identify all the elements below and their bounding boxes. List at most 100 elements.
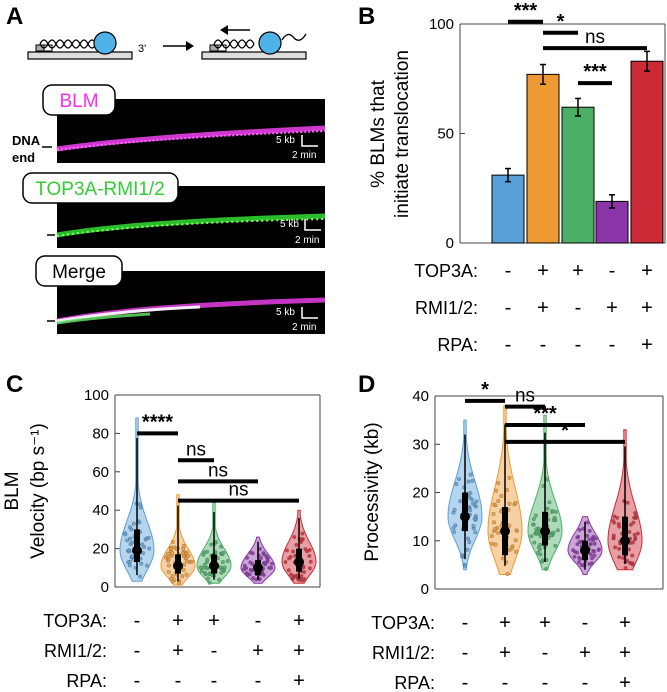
c-point-1-36 bbox=[177, 581, 181, 586]
d-point-2-20 bbox=[553, 543, 558, 548]
c-point-1-31 bbox=[181, 567, 186, 572]
c-sign-top3a-0: - bbox=[134, 610, 141, 632]
c-point-2-30 bbox=[206, 576, 211, 581]
top3a-trace bbox=[56, 213, 326, 238]
d-point-2-43 bbox=[544, 566, 549, 571]
d-point-2-38 bbox=[533, 513, 538, 518]
d-point-4-32 bbox=[617, 555, 622, 560]
d-point-0-33 bbox=[466, 536, 470, 541]
c-point-0-41 bbox=[125, 538, 130, 543]
b-sign-rpa-2: - bbox=[575, 334, 582, 356]
b-sign-rpa-4: + bbox=[641, 334, 653, 356]
label-blm: BLM bbox=[59, 91, 98, 112]
d-point-0-30 bbox=[466, 479, 471, 484]
d-point-4-17 bbox=[615, 515, 620, 520]
c-point-0-28 bbox=[147, 546, 152, 551]
d-point-2-37 bbox=[538, 552, 543, 557]
c-sign-top3a-3: - bbox=[255, 610, 262, 632]
svg-text:2 min: 2 min bbox=[295, 235, 319, 246]
c-point-3-42 bbox=[242, 563, 247, 568]
d-point-3-29 bbox=[577, 555, 582, 560]
c-point-0-39 bbox=[129, 554, 134, 559]
b-bar-4 bbox=[630, 60, 664, 244]
d-point-0-20 bbox=[473, 530, 478, 535]
d-sign-rmi-1: + bbox=[499, 642, 511, 664]
c-point-2-44 bbox=[201, 552, 206, 557]
d-point-0-38 bbox=[468, 490, 473, 495]
c-point-0-32 bbox=[123, 532, 128, 537]
d-sign-rmi-3: + bbox=[579, 642, 591, 664]
d-point-3-28 bbox=[585, 533, 590, 538]
c-point-4-42 bbox=[305, 549, 310, 554]
d-point-3-32 bbox=[588, 552, 593, 557]
d-point-4-40 bbox=[634, 516, 638, 520]
d-median-4 bbox=[620, 535, 630, 546]
d-y-tick-label-4: 40 bbox=[412, 388, 429, 405]
c-sign-rpa-1: - bbox=[175, 670, 182, 692]
d-point-2-12 bbox=[531, 517, 536, 522]
c-point-1-12 bbox=[189, 559, 194, 564]
c-point-2-34 bbox=[205, 566, 210, 571]
c-sig-label-3: ns bbox=[228, 480, 248, 501]
c-sign-rmi-4: + bbox=[293, 640, 305, 662]
c-point-0-30 bbox=[127, 548, 131, 553]
c-point-0-26 bbox=[128, 536, 132, 541]
d-point-4-33 bbox=[617, 524, 622, 529]
d-point-1-36 bbox=[513, 500, 518, 505]
d-row-label-rpa: RPA: bbox=[394, 673, 435, 692]
d-point-1-37 bbox=[493, 542, 498, 547]
d-point-2-18 bbox=[552, 515, 557, 520]
b-sign-rmi-1: + bbox=[537, 297, 549, 319]
d-point-2-42 bbox=[538, 542, 543, 547]
d-point-0-29 bbox=[474, 499, 479, 504]
c-point-1-37 bbox=[170, 574, 175, 578]
c-ylabel-line1: BLM bbox=[2, 471, 23, 510]
c-point-1-17 bbox=[182, 562, 187, 567]
c-point-3-43 bbox=[269, 566, 274, 570]
d-point-2-39 bbox=[545, 477, 550, 482]
d-point-2-36 bbox=[551, 530, 556, 535]
d-point-2-6 bbox=[529, 534, 534, 539]
d-point-0-17 bbox=[462, 563, 467, 568]
d-point-4-39 bbox=[632, 532, 637, 537]
b-sign-top3a-0: - bbox=[505, 260, 512, 282]
d-y-tick-label-0: 0 bbox=[421, 581, 429, 598]
b-ylabel-line1: % BLMs that bbox=[368, 79, 389, 187]
d-sign-rpa-0: - bbox=[462, 672, 469, 692]
c-point-0-23 bbox=[138, 502, 143, 507]
c-point-0-42 bbox=[146, 535, 151, 540]
svg-text:end: end bbox=[12, 150, 35, 165]
c-sign-top3a-1: + bbox=[172, 610, 184, 632]
b-sig-label-0: *** bbox=[514, 0, 538, 22]
ssdna-icon bbox=[281, 33, 307, 41]
d-row-label-top3a: TOP3A: bbox=[371, 613, 435, 633]
label-merge: Merge bbox=[52, 262, 106, 283]
c-point-3-44 bbox=[264, 555, 269, 560]
c-y-tick-label-3: 60 bbox=[92, 464, 109, 481]
c-point-0-17 bbox=[140, 542, 145, 547]
d-point-0-18 bbox=[454, 482, 459, 487]
d-point-2-11 bbox=[545, 506, 550, 511]
d-point-3-39 bbox=[592, 541, 597, 546]
d-point-2-30 bbox=[540, 559, 544, 564]
d-point-0-37 bbox=[470, 478, 475, 483]
d-point-1-38 bbox=[491, 502, 496, 507]
c-point-1-29 bbox=[166, 570, 171, 574]
c-point-2-11 bbox=[217, 577, 222, 582]
d-point-2-34 bbox=[531, 522, 536, 527]
d-point-1-10 bbox=[505, 572, 510, 576]
blm-protein-icon bbox=[93, 31, 117, 55]
b-sign-top3a-1: + bbox=[537, 260, 549, 282]
c-point-0-38 bbox=[130, 540, 135, 545]
d-point-1-44 bbox=[514, 549, 519, 554]
d-median-1 bbox=[500, 526, 510, 537]
d-point-3-36 bbox=[575, 535, 580, 540]
c-sign-rmi-2: - bbox=[211, 640, 218, 662]
d-y-tick-label-2: 20 bbox=[412, 485, 429, 502]
c-point-1-27 bbox=[184, 558, 189, 563]
c-point-4-39 bbox=[308, 559, 313, 564]
c-point-3-41 bbox=[245, 555, 250, 560]
c-point-3-20 bbox=[269, 561, 274, 566]
b-y-tick-label-2: 100 bbox=[429, 16, 454, 33]
